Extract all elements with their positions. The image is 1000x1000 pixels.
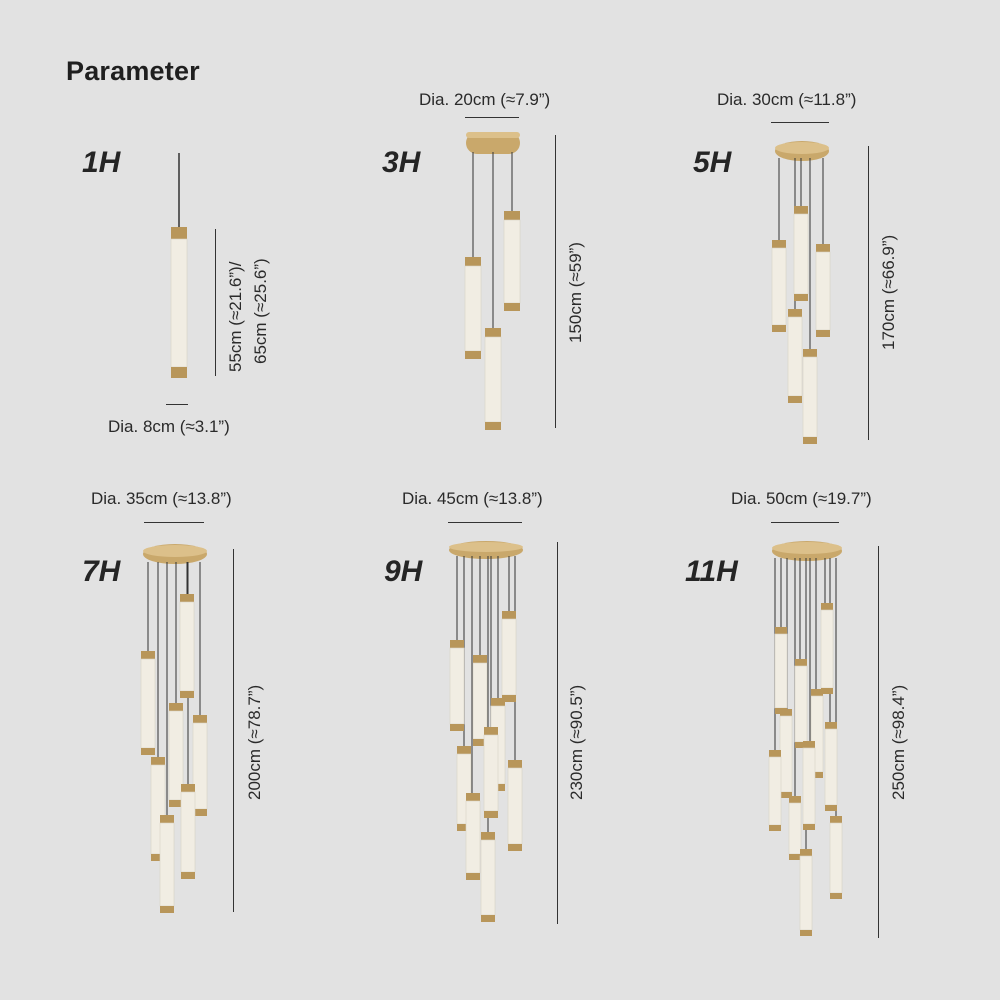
pendant-tube xyxy=(140,651,156,755)
pendant-tube xyxy=(788,796,802,860)
diameter-dimension-line-3h xyxy=(465,117,519,118)
diameter-dimension-line-7h xyxy=(144,522,204,523)
size-label-9h: 9H xyxy=(384,555,423,588)
pendant-tube xyxy=(793,206,809,301)
diameter-dimension-line-11h xyxy=(771,522,839,523)
pendant-tube xyxy=(168,703,184,807)
diameter-dimension-line-1h xyxy=(166,404,188,405)
pendant-tube xyxy=(820,603,834,694)
pendant-tube xyxy=(449,640,465,731)
height-dimension-line-7h xyxy=(233,549,234,912)
size-label-7h: 7H xyxy=(82,555,121,588)
diameter-label-1h: Dia. 8cm (≈3.1”) xyxy=(108,417,230,436)
pendant-tube xyxy=(180,784,196,879)
height-dimension-line-9h xyxy=(557,542,558,924)
diameter-dimension-line-5h xyxy=(771,122,829,123)
pendant-tube xyxy=(802,349,818,444)
height-label-11h: 250cm (≈98.4”) xyxy=(889,684,908,800)
pendant-tube xyxy=(483,727,499,818)
diameter-dimension-line-9h xyxy=(448,522,522,523)
diameter-label-9h: Dia. 45cm (≈13.8”) xyxy=(402,489,543,508)
pendant-tube xyxy=(464,257,482,359)
pendant-tube xyxy=(472,655,488,746)
size-label-3h: 3H xyxy=(382,146,421,179)
pendant-tube xyxy=(170,227,188,378)
pendant-tube xyxy=(484,328,502,430)
diameter-label-11h: Dia. 50cm (≈19.7”) xyxy=(731,489,872,508)
height-dimension-line-1h xyxy=(215,229,216,376)
pendant-tube xyxy=(771,240,787,332)
pendant-tube xyxy=(787,309,803,403)
size-label-11h: 11H xyxy=(685,555,738,588)
pendant-tube xyxy=(507,760,523,851)
height-dimension-line-11h xyxy=(878,546,879,938)
diameter-label-5h: Dia. 30cm (≈11.8”) xyxy=(717,90,857,109)
pendant-tube xyxy=(503,211,521,311)
page-title: Parameter xyxy=(66,56,200,86)
pendant-tube xyxy=(824,722,838,811)
pendant-tube xyxy=(829,816,843,899)
pendant-tube xyxy=(501,611,517,702)
size-label-1h: 1H xyxy=(82,146,121,179)
diameter-label-7h: Dia. 35cm (≈13.8”) xyxy=(91,489,232,508)
pendant-tube xyxy=(159,815,175,913)
pendant-tube xyxy=(802,741,816,830)
size-label-5h: 5H xyxy=(693,146,732,179)
pendant-tube xyxy=(192,715,208,816)
pendant-tube xyxy=(779,709,793,798)
height-dimension-line-5h xyxy=(868,146,869,440)
pendant-tube xyxy=(799,849,813,936)
pendant-tube xyxy=(794,659,808,748)
pendant-tube xyxy=(480,832,496,922)
pendant-tube xyxy=(465,793,481,880)
diameter-label-3h: Dia. 20cm (≈7.9”) xyxy=(419,90,551,109)
pendant-tube xyxy=(768,750,782,831)
pendant-tube xyxy=(774,627,788,714)
height-dimension-line-3h xyxy=(555,135,556,428)
pendant-tube xyxy=(815,244,831,337)
pendant-tube xyxy=(179,594,195,698)
